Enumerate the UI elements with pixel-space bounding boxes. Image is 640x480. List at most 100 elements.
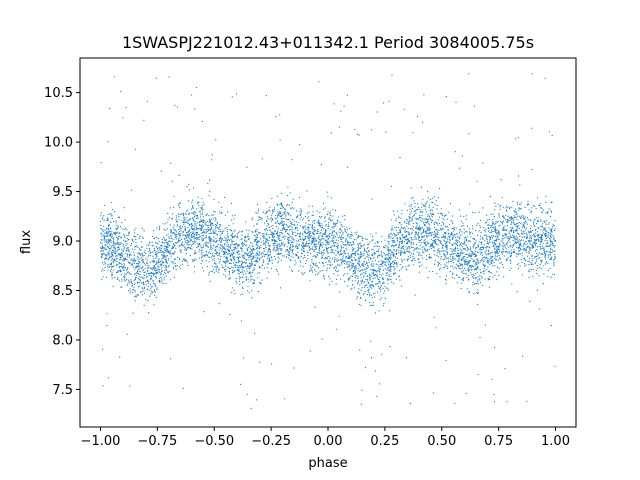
data-point xyxy=(262,252,264,254)
data-point xyxy=(315,240,317,242)
data-point xyxy=(160,274,162,276)
data-point xyxy=(329,278,331,280)
data-point xyxy=(100,212,102,214)
data-point xyxy=(451,248,453,250)
data-point xyxy=(249,245,251,247)
data-point xyxy=(466,262,468,264)
data-point xyxy=(505,209,508,211)
data-point xyxy=(328,247,330,249)
data-point xyxy=(168,240,170,243)
data-point xyxy=(183,223,185,226)
data-point xyxy=(238,278,241,280)
data-point xyxy=(142,262,144,264)
data-point xyxy=(514,208,517,210)
data-point xyxy=(401,243,403,245)
data-point xyxy=(119,269,121,271)
data-point xyxy=(387,248,389,250)
data-point xyxy=(151,244,153,246)
data-point xyxy=(532,220,535,222)
data-point xyxy=(425,222,427,224)
data-point xyxy=(130,254,132,256)
data-point xyxy=(374,273,376,275)
data-point xyxy=(283,245,285,247)
data-point xyxy=(105,241,107,243)
data-point xyxy=(312,255,314,257)
data-point xyxy=(513,239,515,241)
data-point xyxy=(204,255,206,257)
data-point xyxy=(510,252,513,254)
data-point xyxy=(396,210,399,212)
data-point xyxy=(284,227,286,229)
data-point xyxy=(476,283,478,285)
data-point xyxy=(277,249,279,251)
data-point xyxy=(393,250,395,252)
data-point xyxy=(332,251,334,253)
data-point xyxy=(218,228,220,230)
data-point xyxy=(437,196,439,199)
data-point xyxy=(121,263,123,265)
data-point xyxy=(422,227,424,229)
data-point xyxy=(552,245,554,247)
data-point xyxy=(482,162,484,164)
data-point xyxy=(246,268,248,270)
data-point xyxy=(289,225,291,227)
data-point xyxy=(418,252,420,254)
data-point xyxy=(153,290,156,292)
data-point xyxy=(233,218,235,220)
data-point xyxy=(366,267,368,269)
data-point xyxy=(212,224,214,226)
data-point xyxy=(360,253,362,256)
data-point xyxy=(267,255,269,257)
data-point xyxy=(324,232,326,234)
data-point xyxy=(394,240,396,242)
data-point xyxy=(233,257,235,259)
data-point xyxy=(447,257,449,260)
data-point xyxy=(527,260,529,263)
data-point xyxy=(123,258,125,260)
data-point xyxy=(239,277,242,279)
data-point xyxy=(548,238,551,240)
data-point xyxy=(526,252,528,254)
data-point xyxy=(221,232,223,234)
data-point xyxy=(198,236,200,238)
data-point xyxy=(337,251,340,254)
scatter-points xyxy=(99,73,557,409)
data-point xyxy=(222,246,224,248)
data-point xyxy=(209,242,212,244)
data-point xyxy=(288,250,290,253)
data-point xyxy=(421,264,423,266)
data-point xyxy=(106,217,108,219)
data-point xyxy=(263,254,265,256)
data-point xyxy=(107,242,109,244)
data-point xyxy=(304,243,307,245)
data-point xyxy=(178,203,180,205)
data-point xyxy=(504,368,506,370)
data-point xyxy=(365,272,367,274)
data-point xyxy=(111,275,113,277)
data-point xyxy=(237,251,239,253)
data-point xyxy=(121,255,124,257)
data-point xyxy=(518,209,520,211)
data-point xyxy=(375,263,377,265)
data-point xyxy=(300,252,303,254)
data-point xyxy=(259,361,261,363)
data-point xyxy=(324,217,326,219)
data-point xyxy=(139,276,141,278)
data-point xyxy=(208,228,210,231)
data-point xyxy=(397,226,400,229)
data-point xyxy=(329,232,331,234)
data-point xyxy=(370,259,372,261)
data-point xyxy=(173,276,175,278)
data-point xyxy=(211,222,214,224)
data-point xyxy=(203,270,205,272)
data-point xyxy=(127,261,130,263)
data-point xyxy=(120,255,122,257)
data-point xyxy=(547,232,549,234)
data-point xyxy=(434,234,436,236)
data-point xyxy=(339,264,341,266)
data-point xyxy=(185,237,187,239)
data-point xyxy=(137,272,139,274)
data-point xyxy=(547,256,549,258)
data-point xyxy=(474,253,476,255)
data-point xyxy=(368,266,370,268)
